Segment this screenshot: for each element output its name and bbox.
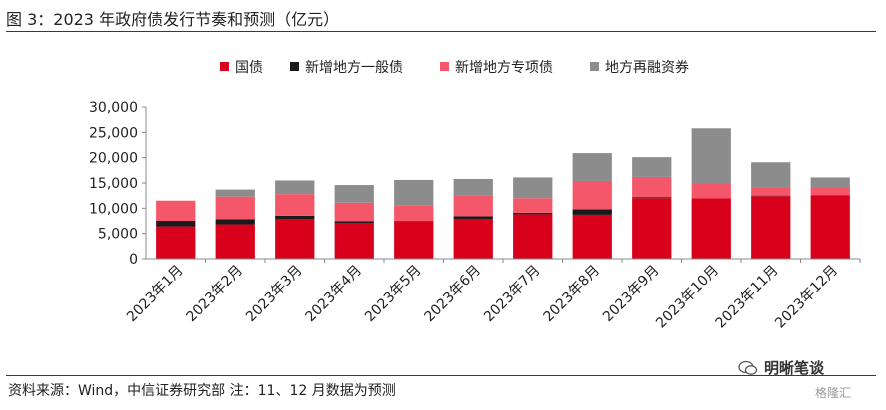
x-tick-label: 2023年3月 <box>243 263 306 326</box>
source-note: 资料来源：Wind，中信证券研究部 注：11、12 月数据为预测 <box>8 383 396 399</box>
bar-segment-0 <box>453 218 493 259</box>
bottom-rule <box>6 375 876 376</box>
wechat-icon <box>738 360 758 375</box>
watermark-text: 格隆汇 <box>815 386 852 400</box>
bar-stack <box>572 153 612 259</box>
bar-segment-3 <box>334 185 374 203</box>
figure-title: 图 3：2023 年政府债发行节奏和预测（亿元） <box>6 10 340 29</box>
x-tick-label: 2023年11月 <box>713 263 782 332</box>
bar-segment-1 <box>513 212 553 215</box>
x-tick-label: 2023年12月 <box>772 263 841 332</box>
top-rule <box>6 31 876 32</box>
brand-name: 明晰笔谈 <box>764 359 825 377</box>
bar-segment-2 <box>156 200 196 221</box>
bar-segment-2 <box>691 184 731 199</box>
legend-swatch-2 <box>440 62 449 71</box>
bar-segment-0 <box>691 198 731 259</box>
bar-segment-3 <box>453 178 493 196</box>
y-tick-label: 10,000 <box>89 201 138 217</box>
legend-label-1: 新增地方一般债 <box>305 60 403 76</box>
bar-stack <box>275 180 315 259</box>
bar-segment-0 <box>632 198 672 259</box>
bar-stack <box>215 189 255 259</box>
x-tick-label: 2023年4月 <box>302 263 365 326</box>
bar-segment-0 <box>215 224 255 259</box>
bar-stack <box>691 128 731 259</box>
bar-segment-2 <box>453 195 493 217</box>
x-tick-label: 2023年1月 <box>124 263 187 326</box>
x-tick-label: 2023年7月 <box>481 263 544 326</box>
bar-segment-1 <box>572 209 612 215</box>
bar-stack <box>156 200 196 259</box>
y-tick-label: 5,000 <box>98 227 138 243</box>
legend-swatch-3 <box>590 62 599 71</box>
bar-segment-3 <box>751 162 791 188</box>
bar-stack <box>334 185 374 259</box>
brand-badge: 明晰笔谈 <box>738 357 824 378</box>
bar-segment-1 <box>275 215 315 219</box>
bar-segment-2 <box>572 180 612 210</box>
bar-stack <box>394 179 434 259</box>
y-tick-label: 25,000 <box>89 125 138 141</box>
bar-segment-2 <box>334 202 374 222</box>
x-axis: 2023年1月2023年2月2023年3月2023年4月2023年5月2023年… <box>124 258 861 332</box>
bar-stack <box>513 177 553 259</box>
bar-segment-2 <box>751 187 791 196</box>
bar-segment-2 <box>394 205 434 222</box>
y-tick-label: 20,000 <box>89 151 138 167</box>
bar-segment-3 <box>275 180 315 195</box>
y-axis: 0 5,000 10,000 15,000 20,000 25,000 30,000 <box>89 100 147 268</box>
stacked-bar-chart: 国债 新增地方一般债 新增地方专项债 地方再融资券 0 5,000 10,000 15,00… <box>89 60 861 332</box>
x-tick-label: 2023年10月 <box>653 263 722 332</box>
bar-segment-1 <box>751 195 791 197</box>
bar-segment-3 <box>691 128 731 185</box>
bar-segment-0 <box>751 196 791 259</box>
bar-segment-0 <box>572 214 612 259</box>
x-tick-label: 2023年8月 <box>540 263 603 326</box>
bar-segment-1 <box>215 219 255 225</box>
bar-segment-0 <box>334 223 374 259</box>
bar-segment-3 <box>394 179 434 206</box>
y-tick-label: 15,000 <box>89 176 138 192</box>
legend-label-3: 地方再融资券 <box>605 60 689 76</box>
x-tick-label: 2023年2月 <box>183 263 246 326</box>
x-tick-label: 2023年5月 <box>362 263 425 326</box>
chart-legend: 国债 新增地方一般债 新增地方专项债 地方再融资券 <box>220 60 689 76</box>
x-tick-label: 2023年9月 <box>600 263 663 326</box>
bar-segment-3 <box>810 177 850 188</box>
bar-stack <box>810 177 850 259</box>
bar-segment-1 <box>394 221 434 223</box>
bar-segment-2 <box>632 176 672 198</box>
y-tick-label: 30,000 <box>89 100 138 116</box>
bar-segment-3 <box>513 177 553 199</box>
bar-segment-3 <box>215 189 255 197</box>
bar-segment-0 <box>394 222 434 259</box>
bar-stack <box>751 162 791 259</box>
bar-segment-1 <box>453 216 493 219</box>
x-tick-label: 2023年6月 <box>421 263 484 326</box>
bar-segment-2 <box>810 187 850 196</box>
bar-stack <box>453 178 493 259</box>
legend-label-0: 国债 <box>235 60 263 76</box>
bar-stack <box>632 157 672 259</box>
bar-segment-1 <box>632 197 672 199</box>
bar-segment-0 <box>156 226 196 259</box>
chart-bars <box>156 128 850 259</box>
bar-segment-1 <box>334 221 374 224</box>
bar-segment-3 <box>572 153 612 181</box>
y-tick-label: 0 <box>129 252 138 268</box>
bar-segment-0 <box>810 195 850 259</box>
legend-label-2: 新增地方专项债 <box>455 60 553 76</box>
bar-segment-2 <box>215 196 255 220</box>
bar-segment-3 <box>632 157 672 177</box>
bar-segment-0 <box>275 218 315 259</box>
bar-segment-0 <box>513 214 553 259</box>
legend-swatch-1 <box>290 62 299 71</box>
bar-segment-2 <box>275 194 315 216</box>
bar-segment-2 <box>513 198 553 213</box>
legend-swatch-0 <box>220 62 229 71</box>
bar-segment-1 <box>156 221 196 227</box>
